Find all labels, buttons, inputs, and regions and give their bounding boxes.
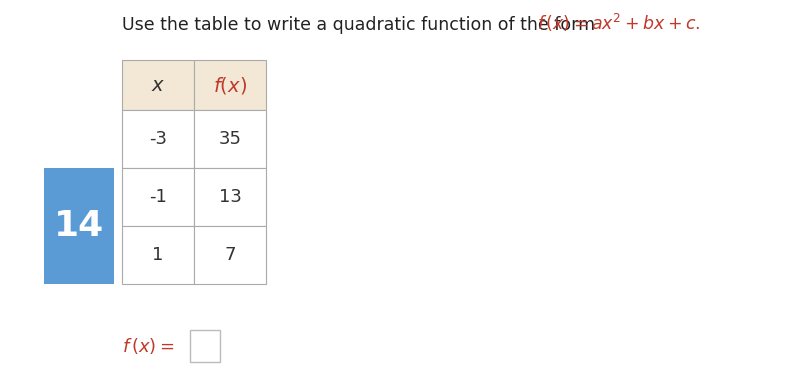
Bar (194, 226, 266, 284)
Bar (194, 168, 266, 226)
Text: 1: 1 (153, 246, 164, 264)
Text: $x$: $x$ (151, 76, 165, 95)
Bar (190, 330, 220, 362)
Text: Use the table to write a quadratic function of the form: Use the table to write a quadratic funct… (122, 16, 600, 34)
Text: -3: -3 (149, 130, 167, 148)
Bar (122, 110, 194, 168)
Bar (122, 60, 194, 110)
Text: $f\,(x) =$: $f\,(x) =$ (122, 336, 175, 356)
Text: $f\,(x) = ax^2 + bx + c.$: $f\,(x) = ax^2 + bx + c.$ (537, 12, 700, 34)
Bar (194, 60, 266, 110)
Bar (122, 168, 194, 226)
Bar (44, 168, 114, 284)
Bar (122, 226, 194, 284)
Bar (194, 110, 266, 168)
Text: 14: 14 (54, 209, 104, 243)
Text: 35: 35 (219, 130, 242, 148)
Text: -1: -1 (149, 188, 167, 206)
Text: 13: 13 (219, 188, 242, 206)
Text: 7: 7 (224, 246, 236, 264)
Text: $f(x)$: $f(x)$ (213, 74, 247, 95)
